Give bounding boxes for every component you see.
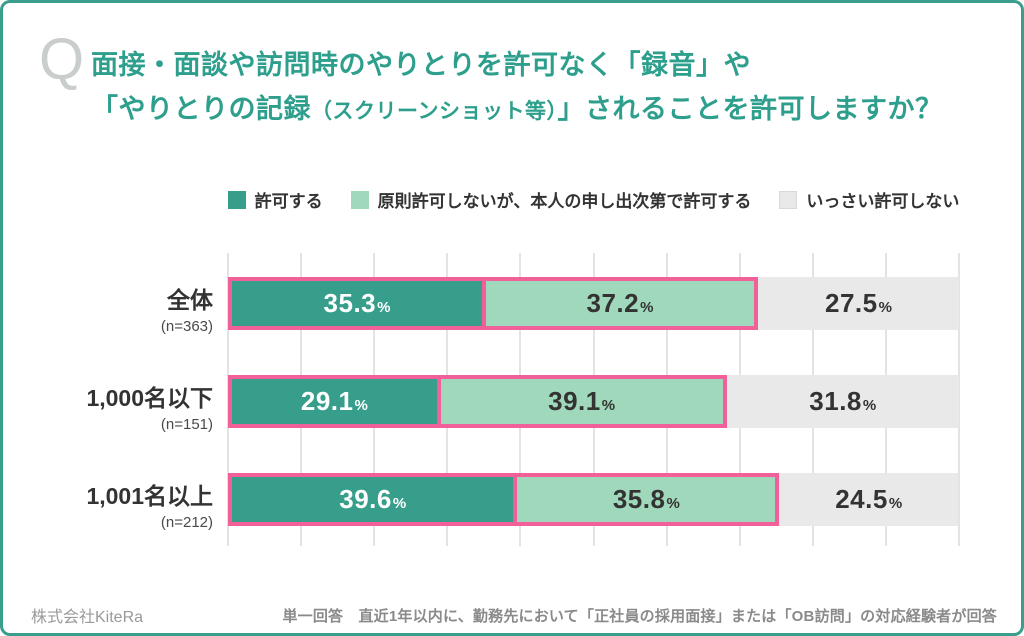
bar-segment: 37.2%	[486, 277, 758, 330]
legend-swatch-icon	[350, 190, 369, 209]
segment-value-unit: %	[878, 299, 892, 316]
legend-item-2: いっさい許可しない	[779, 187, 959, 212]
segment-value: 31.8%	[809, 386, 876, 417]
segment-value-number: 24.5	[835, 484, 888, 514]
row-label-2: 1,001名以上 (n=212)	[23, 482, 213, 533]
segment-value: 29.1%	[301, 386, 368, 417]
category-name: 1,000名以下	[86, 385, 213, 411]
legend-label: 原則許可しないが、本人の申し出次第で許可する	[377, 192, 752, 211]
survey-note: 単一回答 直近1年以内に、勤務先において「正社員の採用面接」または「OB訪問」の…	[282, 608, 997, 625]
segment-value-unit: %	[377, 299, 391, 316]
company-credit: 株式会社KiteRa	[31, 609, 144, 626]
legend-swatch-icon	[779, 190, 798, 209]
title-line-1: 面接・面談や訪問時のやりとりを許可なく「録音」や	[91, 50, 751, 80]
chart-legend: 許可する 原則許可しないが、本人の申し出次第で許可する いっさい許可しない	[227, 187, 959, 212]
segment-value-number: 31.8	[809, 386, 862, 416]
bar-segment: 29.1%	[228, 375, 441, 428]
bar-segment: 39.1%	[440, 375, 727, 428]
category-sample-size: (n=363)	[160, 318, 213, 335]
segment-value: 35.3%	[324, 288, 391, 319]
bar-segment: 24.5%	[779, 473, 959, 526]
bar-row-0: 35.3% 37.2% 27.5%	[228, 277, 959, 330]
legend-label: いっさい許可しない	[806, 192, 960, 211]
segment-value: 24.5%	[835, 484, 902, 515]
row-label-1: 1,000名以下 (n=151)	[23, 384, 213, 435]
bar-segment: 27.5%	[757, 277, 959, 330]
segment-value-unit: %	[640, 299, 654, 316]
row-label-0: 全体 (n=363)	[23, 286, 213, 337]
segment-value-unit: %	[392, 495, 407, 512]
segment-value-unit: %	[862, 397, 877, 414]
category-sample-size: (n=151)	[160, 416, 213, 433]
segment-value-number: 27.5	[824, 288, 878, 318]
bar-row-1: 29.1% 39.1% 31.8%	[228, 375, 959, 428]
segment-value: 37.2%	[587, 288, 654, 319]
legend-label: 許可する	[254, 192, 323, 211]
segment-value-number: 35.3	[323, 288, 377, 318]
category-name: 1,001名以上	[86, 483, 213, 509]
segment-value-number: 37.2	[586, 288, 640, 318]
segment-value: 35.8%	[613, 484, 680, 515]
segment-value-number: 39.1	[548, 386, 601, 416]
category-name: 全体	[167, 287, 213, 313]
segment-value-unit: %	[666, 495, 680, 512]
bar-segment: 35.3%	[228, 277, 487, 330]
segment-value-unit: %	[888, 495, 903, 512]
page-title: 面接・面談や訪問時のやりとりを許可なく「録音」や 「やりとりの記録（スクリーンシ…	[91, 43, 942, 134]
bar-segment: 35.8%	[517, 473, 780, 526]
segment-value: 27.5%	[825, 288, 892, 319]
segment-value: 39.1%	[548, 386, 615, 417]
segment-value-number: 39.6	[339, 484, 392, 514]
question-mark-icon: Q	[39, 27, 85, 92]
title-line-2: 「やりとりの記録（スクリーンショット等）」されることを許可しますか？	[91, 94, 943, 124]
segment-value: 39.6%	[339, 484, 406, 515]
category-sample-size: (n=212)	[160, 514, 213, 531]
segment-value-number: 29.1	[300, 386, 354, 416]
legend-swatch-icon	[227, 190, 246, 209]
bar-row-2: 39.6% 35.8% 24.5%	[228, 473, 959, 526]
segment-value-unit: %	[354, 397, 368, 414]
gridline	[958, 253, 960, 546]
bar-segment: 31.8%	[726, 375, 959, 428]
segment-value-number: 35.8	[612, 484, 666, 514]
legend-item-0: 許可する	[227, 187, 323, 212]
segment-value-unit: %	[601, 397, 616, 414]
bar-segment: 39.6%	[228, 473, 518, 526]
legend-item-1: 原則許可しないが、本人の申し出次第で許可する	[350, 187, 752, 212]
